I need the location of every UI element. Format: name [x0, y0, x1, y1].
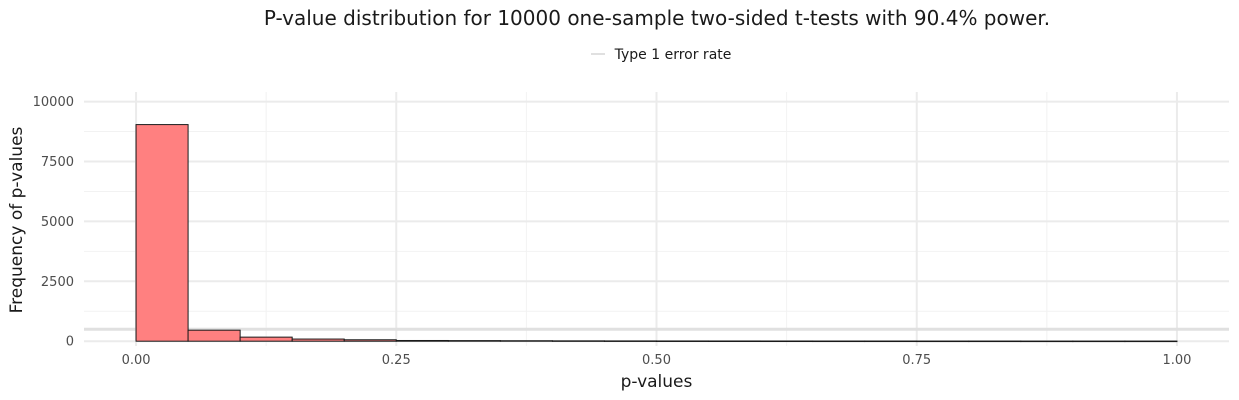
- histogram-bar: [135, 124, 189, 342]
- histogram-bar: [551, 340, 605, 342]
- histogram-bar: [864, 340, 918, 343]
- y-tick-label: 7500: [41, 155, 74, 170]
- x-tick-label: 1.00: [1162, 353, 1191, 368]
- histogram-bar: [916, 340, 970, 343]
- y-tick-label: 10000: [33, 95, 74, 110]
- x-axis-title: p-values: [621, 372, 693, 392]
- histogram-bar: [499, 340, 553, 342]
- histogram-bar: [291, 338, 345, 342]
- y-tick-label: 5000: [41, 215, 74, 230]
- x-tick-label: 0.25: [382, 353, 411, 368]
- legend-label-type1-error: Type 1 error rate: [614, 47, 732, 63]
- histogram-bar: [1124, 340, 1178, 343]
- y-tick-labels: 0 2500 5000 7500 10000: [33, 95, 74, 350]
- histogram-bar: [760, 340, 814, 343]
- histogram-bars: [135, 124, 1178, 343]
- x-tick-label: 0.75: [902, 353, 931, 368]
- histogram-bar: [603, 340, 657, 342]
- legend: Type 1 error rate: [0, 47, 1239, 63]
- histogram-bar: [447, 340, 501, 342]
- histogram-bar: [656, 340, 710, 342]
- x-tick-label: 0.00: [122, 353, 151, 368]
- histogram-bar: [187, 329, 241, 342]
- histogram-bar: [708, 340, 762, 342]
- histogram-bar: [1072, 340, 1126, 343]
- x-tick-label: 0.50: [642, 353, 671, 368]
- histogram-bar: [968, 340, 1022, 343]
- histogram-bar: [1020, 340, 1074, 343]
- grid-major: [84, 92, 1229, 346]
- histogram-bar: [239, 336, 293, 342]
- x-tick-labels: 0.00 0.25 0.50 0.75 1.00: [122, 353, 1192, 368]
- chart-title: P-value distribution for 10000 one-sampl…: [263, 6, 1051, 30]
- histogram-bar: [395, 339, 449, 342]
- y-axis-title: Frequency of p-values: [7, 126, 27, 313]
- histogram-bar: [343, 339, 397, 342]
- y-tick-label: 2500: [41, 275, 74, 290]
- legend-key-type1-error: [590, 53, 605, 55]
- histogram-bar: [812, 340, 866, 343]
- y-tick-label: 0: [66, 335, 74, 350]
